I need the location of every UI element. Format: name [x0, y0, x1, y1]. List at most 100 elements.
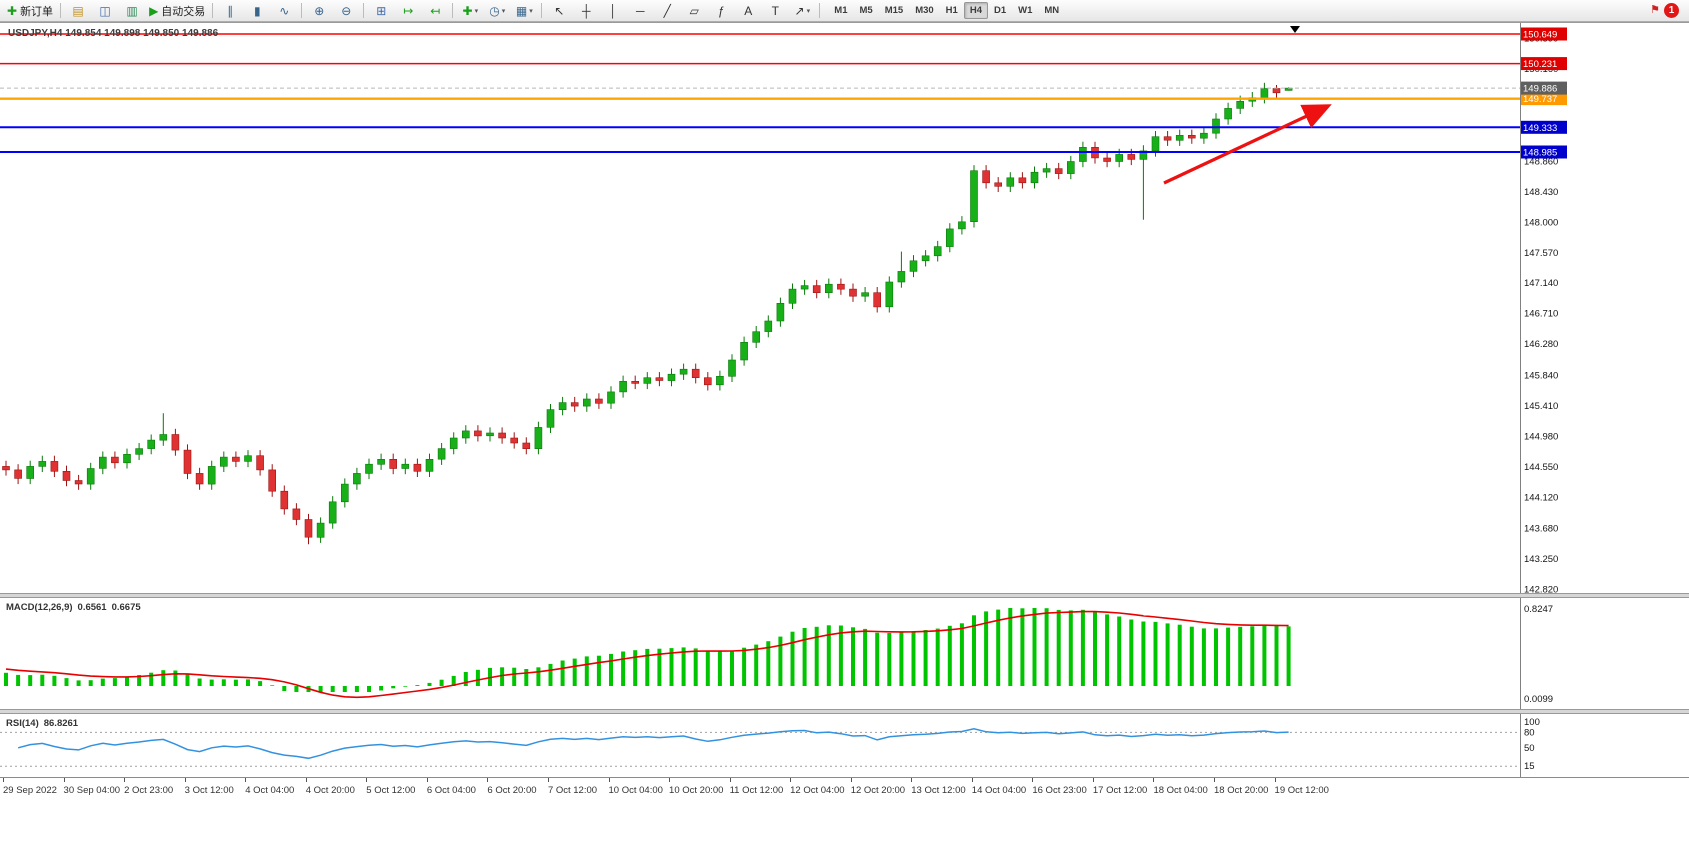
panel-splitter[interactable]	[0, 593, 1689, 598]
market-watch-button[interactable]: ▥	[119, 1, 145, 21]
macd-histogram-bar	[367, 686, 371, 692]
candle	[982, 170, 990, 184]
time-axis[interactable]: 29 Sep 2022 30 Sep 04:00 2 Oct 23:00 3 Oct …	[0, 777, 1689, 800]
fibonacci-button[interactable]: ƒ	[708, 1, 734, 21]
new-order-icon: ✚	[7, 3, 18, 18]
chart-shift-button[interactable]: ↤	[422, 1, 448, 21]
candle	[703, 377, 712, 386]
chart-shift-marker[interactable]	[1290, 26, 1300, 33]
svg-text:143.680: 143.680	[1524, 524, 1558, 535]
toolbar-buttons-group: ✚ 新订单 ▤ ◫ ▥ ▶ 自动交易 ∥ ▮ ∿ ⊕ ⊖ ⊞ ↦ ↤ ✚ ▾ ◷ ▾ ▦ ▾ ↖ ┼ │ ─ ╱ ▱ ƒ A T ↗ ▾	[4, 1, 823, 21]
charts-button[interactable]: ▤	[65, 1, 91, 21]
candle	[558, 402, 567, 411]
templates-button[interactable]: ▦ ▾	[511, 1, 537, 21]
dropdown-caret-icon[interactable]: ▾	[474, 7, 479, 15]
timeframe-M15[interactable]: M15	[884, 5, 904, 16]
line-chart-icon: ∿	[279, 3, 290, 18]
crosshair-button[interactable]: ┼	[573, 1, 599, 21]
timeframe-toolbar: M1 M5 M15 M30 H1 H4 D1 W1 MN	[828, 2, 1065, 19]
candle	[123, 453, 131, 464]
timeframe-W1[interactable]: W1	[1018, 5, 1033, 16]
time-tick	[729, 778, 731, 782]
macd-panel[interactable]: 0.8247 0.0099	[0, 598, 1689, 709]
candle	[50, 461, 59, 472]
macd-histogram-bar	[863, 628, 868, 686]
candle	[280, 490, 289, 510]
macd-histogram-bar	[778, 636, 783, 686]
cursor-button[interactable]: ↖	[546, 1, 572, 21]
channel-button[interactable]: ▱	[681, 1, 707, 21]
bar-chart-icon: ∥	[227, 3, 234, 18]
candle	[1224, 108, 1232, 120]
toolbar-separator	[212, 3, 214, 18]
macd-histogram-bar	[524, 669, 529, 686]
candle	[256, 455, 264, 471]
candle	[389, 458, 398, 469]
line-chart-button[interactable]: ∿	[271, 1, 297, 21]
timeframe-M30[interactable]: M30	[915, 5, 934, 16]
macd-histogram-bar	[1250, 626, 1255, 686]
panel-splitter[interactable]	[0, 709, 1689, 714]
candle	[582, 398, 591, 407]
arrows-button[interactable]: ↗ ▾	[789, 1, 815, 21]
price-chart[interactable]: 150.590150.160148.860148.430148.000147.5…	[0, 23, 1689, 593]
candle	[183, 449, 192, 474]
profiles-button[interactable]: ◫	[92, 1, 118, 21]
tile-windows-button[interactable]: ⊞	[368, 1, 394, 21]
candle	[413, 463, 422, 472]
dropdown-caret-icon[interactable]: ▾	[806, 7, 811, 15]
timeframe-MN[interactable]: MN	[1044, 5, 1060, 16]
candle	[740, 341, 748, 361]
market-watch-icon: ▥	[126, 3, 138, 18]
time-label: 5 Oct 12:00	[366, 785, 416, 796]
timeframe-M5[interactable]: M5	[859, 5, 873, 16]
chart-ohlc-readout: USDJPY,H4 149.854 149.898 149.850 149.88…	[8, 28, 219, 39]
periods-button[interactable]: ◷ ▾	[484, 1, 510, 21]
candle	[970, 170, 978, 222]
macd-histogram-bar	[1214, 628, 1218, 686]
candle	[425, 458, 434, 472]
candle	[365, 463, 373, 474]
timeframe-M1[interactable]: M1	[834, 5, 848, 16]
notification-icon[interactable]: ⚑	[1650, 4, 1660, 16]
trend-arrow[interactable]	[1163, 104, 1332, 185]
horizontal-line-button[interactable]: ─	[627, 1, 653, 21]
macd-histogram-bar	[717, 651, 722, 686]
macd-histogram-bar	[596, 655, 601, 686]
zoom-in-button[interactable]: ⊕	[306, 1, 332, 21]
macd-histogram-bar	[185, 674, 190, 686]
toolbar-separator	[301, 3, 303, 18]
auto-scroll-button[interactable]: ↦	[395, 1, 421, 21]
candle	[498, 432, 506, 439]
timeframe-H4[interactable]: H4	[963, 2, 988, 19]
bar-chart-button[interactable]: ∥	[217, 1, 243, 21]
vertical-line-button[interactable]: │	[600, 1, 626, 21]
candle	[1175, 135, 1184, 141]
macd-histogram-bar	[560, 660, 565, 686]
timeframe-D1[interactable]: D1	[993, 5, 1007, 16]
macd-histogram-bar	[1105, 614, 1110, 686]
label-button[interactable]: T	[762, 1, 788, 21]
macd-histogram-bar	[318, 686, 323, 692]
candle	[607, 391, 615, 404]
text-button[interactable]: A	[735, 1, 761, 21]
time-label: 10 Oct 20:00	[669, 785, 724, 796]
new-order-button[interactable]: ✚ 新订单	[4, 1, 56, 21]
candlestick-chart-button[interactable]: ▮	[244, 1, 270, 21]
timeframe-H1[interactable]: H1	[945, 5, 958, 16]
autotrading-button[interactable]: ▶ 自动交易	[146, 1, 208, 21]
indicators-button[interactable]: ✚ ▾	[457, 1, 483, 21]
zoom-out-button[interactable]: ⊖	[333, 1, 359, 21]
candle	[909, 260, 918, 272]
candle	[595, 398, 603, 404]
price-badge-148.985	[1520, 145, 1567, 159]
dropdown-caret-icon[interactable]: ▾	[501, 7, 506, 15]
candle	[86, 468, 95, 485]
dropdown-caret-icon[interactable]: ▾	[529, 7, 533, 15]
trendline-button[interactable]: ╱	[654, 1, 680, 21]
time-label: 6 Oct 20:00	[487, 785, 537, 796]
candle	[1127, 154, 1136, 160]
candle	[38, 461, 47, 467]
notification-badge[interactable]: 1	[1664, 3, 1679, 18]
